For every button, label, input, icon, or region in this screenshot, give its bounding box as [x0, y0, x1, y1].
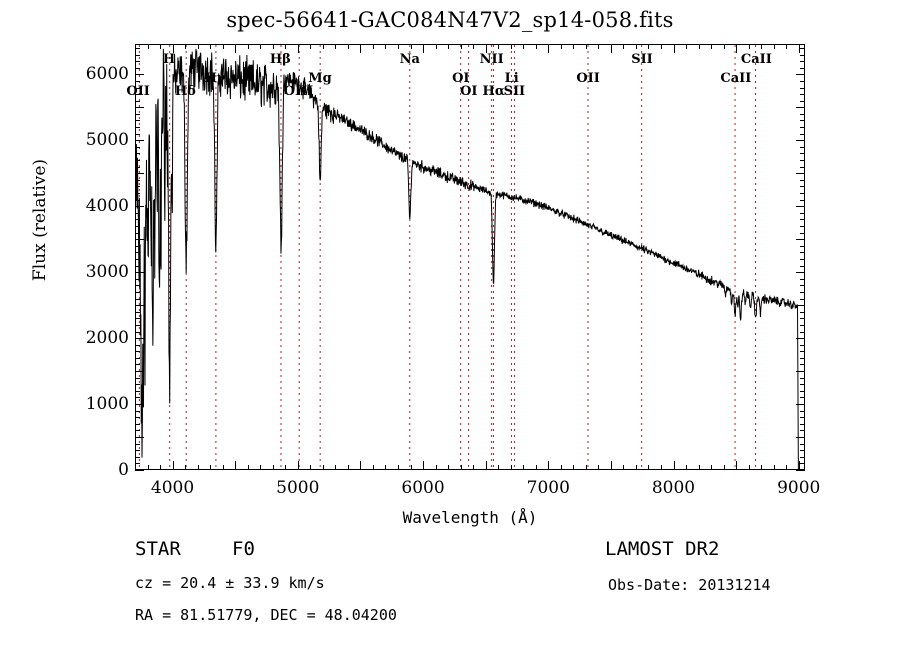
- y-tick-label-1000: 1000: [85, 394, 129, 415]
- x-tick-label-9000: 9000: [777, 478, 821, 498]
- survey-label: LAMOST DR2: [605, 538, 720, 560]
- spectral-class: F0: [232, 538, 255, 560]
- obs-date: Obs-Date: 20131214: [608, 576, 771, 594]
- line-label-OII: OII: [126, 84, 150, 99]
- line-label-CaII: CaII: [720, 71, 752, 86]
- y-axis-title: Flux (relative): [30, 158, 50, 282]
- coordinates: RA = 81.51779, DEC = 48.04200: [135, 606, 397, 624]
- y-tick-0: [135, 470, 144, 471]
- y-tick-label-3000: 3000: [85, 262, 129, 283]
- x-tick-label-6000: 6000: [401, 478, 445, 498]
- x-tick-label-5000: 5000: [276, 478, 320, 498]
- x-tick-label-7000: 7000: [526, 478, 570, 498]
- object-type: STAR: [135, 538, 181, 560]
- x-axis-title: Wavelength (Å): [402, 508, 538, 527]
- line-label-H: Hγ: [204, 71, 226, 86]
- spectrum-trace: [136, 49, 798, 469]
- redshift-velocity: cz = 20.4 ± 33.9 km/s: [135, 574, 325, 592]
- y-tick-label-0: 0: [118, 460, 129, 480]
- line-label-Na: Na: [399, 52, 420, 67]
- line-label-OI: OI: [452, 71, 470, 86]
- line-label-SII: SII: [503, 84, 526, 99]
- y-tick-label-6000: 6000: [85, 64, 129, 85]
- line-label-OIII: OIII: [283, 84, 314, 99]
- page-title: spec-56641-GAC084N47V2_sp14-058.fits: [226, 8, 674, 32]
- y-tick-label-5000: 5000: [85, 130, 129, 151]
- line-label-Li: Li: [504, 71, 519, 86]
- x-tick-label-8000: 8000: [651, 478, 696, 498]
- line-label-H: Hδ: [174, 84, 196, 99]
- line-label-Mg: Mg: [308, 71, 332, 86]
- line-label-OI: OI: [460, 84, 478, 99]
- line-label-H: Hβ: [269, 52, 291, 67]
- x-tick-label-4000: 4000: [150, 478, 195, 498]
- spectrum-plot: [135, 44, 805, 470]
- y-tick-label-4000: 4000: [85, 196, 129, 217]
- spectrum-svg: [136, 45, 804, 469]
- line-label-OII: OII: [576, 71, 600, 86]
- line-label-SII: SII: [631, 52, 653, 67]
- line-label-H: Hα: [482, 84, 505, 99]
- line-label-NII: NII: [479, 52, 504, 67]
- y-tick-label-2000: 2000: [85, 328, 129, 349]
- line-label-H: H: [162, 52, 176, 67]
- y-tick-right-0: [796, 470, 805, 471]
- line-label-CaII: CaII: [740, 52, 772, 67]
